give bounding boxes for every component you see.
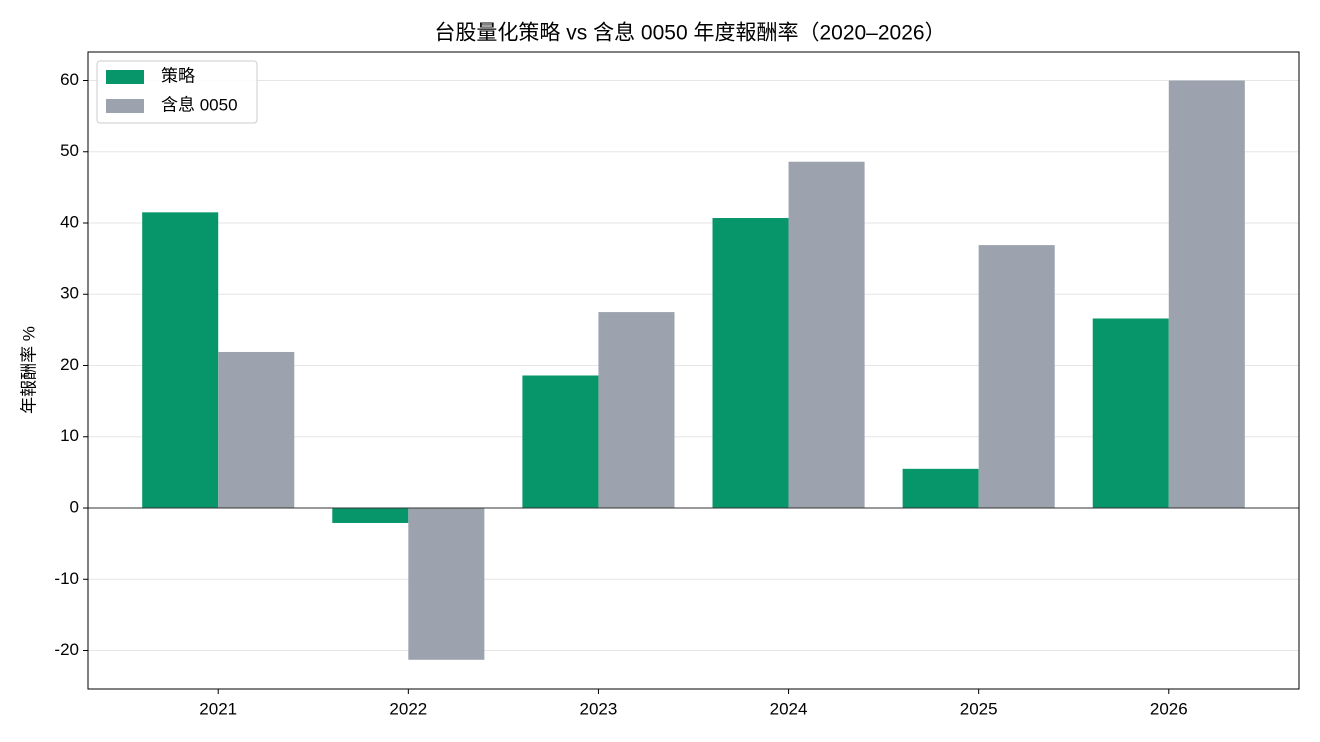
- x-tick-label: 2025: [960, 699, 998, 718]
- plot-frame: [87, 51, 1300, 690]
- bar: [1092, 318, 1169, 509]
- bar: [978, 245, 1055, 509]
- y-axis-label: 年報酬率 %: [19, 326, 38, 414]
- legend-swatch: [106, 70, 144, 84]
- bar: [902, 468, 979, 509]
- bar: [218, 351, 295, 509]
- y-tick-label: -10: [54, 569, 79, 588]
- legend-label: 含息 0050: [161, 95, 238, 114]
- y-tick-label: 30: [60, 284, 79, 303]
- x-tick-label: 2021: [199, 699, 237, 718]
- x-tick-label: 2026: [1150, 699, 1188, 718]
- bar: [712, 218, 789, 509]
- bar: [1168, 80, 1245, 509]
- x-tick-label: 2022: [389, 699, 427, 718]
- y-tick-label: 40: [60, 212, 79, 231]
- y-tick-label: 0: [70, 498, 79, 517]
- legend-label: 策略: [161, 66, 195, 85]
- x-tick-label: 2024: [770, 699, 808, 718]
- bar: [142, 212, 219, 509]
- legend-swatch: [106, 99, 144, 113]
- bar: [788, 161, 865, 509]
- bar: [522, 375, 599, 509]
- y-tick-label: 20: [60, 355, 79, 374]
- x-tick-label: 2023: [580, 699, 618, 718]
- y-tick-label: -20: [54, 640, 79, 659]
- bar: [598, 312, 675, 509]
- y-tick-label: 60: [60, 70, 79, 89]
- bar: [408, 508, 485, 660]
- y-tick-label: 50: [60, 141, 79, 160]
- y-tick-label: 10: [60, 426, 79, 445]
- chart-title: 台股量化策略 vs 含息 0050 年度報酬率（2020–2026）: [434, 22, 945, 45]
- bar: [332, 508, 409, 523]
